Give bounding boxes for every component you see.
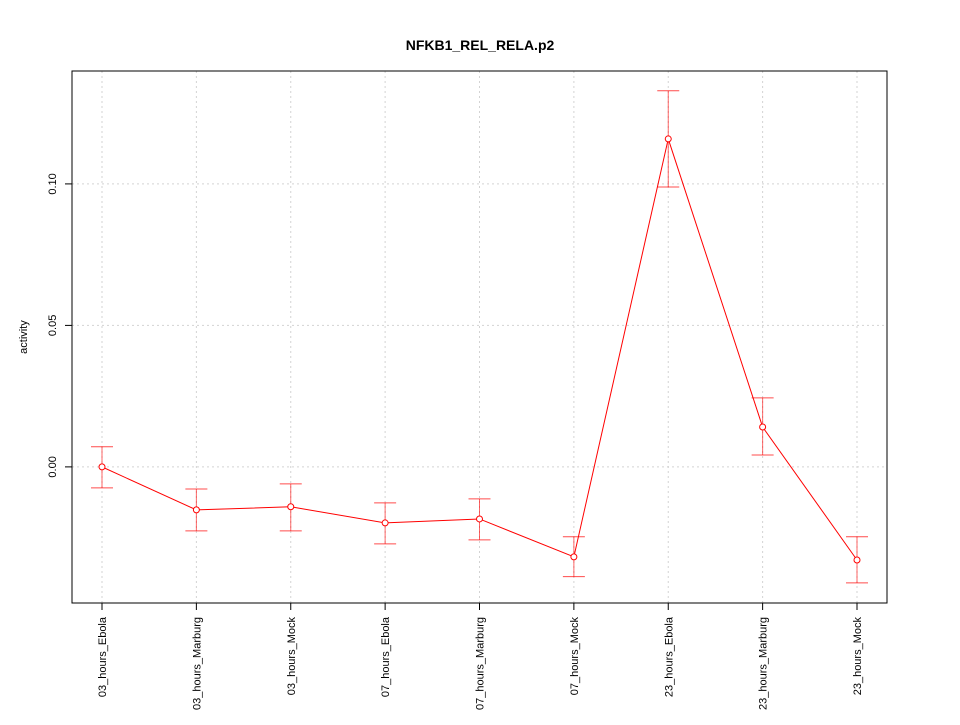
data-point [476, 515, 483, 523]
x-tick-label: 03_hours_Marburg [191, 617, 203, 710]
x-tick-label: 23_hours_Mock [852, 617, 864, 696]
chart-title: NFKB1_REL_RELA.p2 [406, 37, 555, 53]
grid [72, 71, 887, 603]
data-point [192, 506, 200, 514]
x-tick-label: 03_hours_Ebola [97, 616, 109, 697]
x-tick-label: 07_hours_Marburg [475, 617, 487, 710]
data-point [853, 556, 861, 564]
x-tick-label: 23_hours_Ebola [663, 616, 675, 697]
axes: 03_hours_Ebola 03_hours_Marburg 03_hours_M… [47, 173, 864, 710]
data-point [98, 463, 106, 471]
x-tick-label: 03_hours_Mock [286, 617, 298, 696]
marks [91, 90, 868, 584]
data-point [287, 503, 295, 511]
x-tick-label: 23_hours_Marburg [758, 617, 770, 710]
data-point [570, 553, 578, 561]
y-tick-label: 0.00 [47, 456, 59, 477]
data-point [381, 519, 389, 527]
x-tick-label: 07_hours_Ebola [380, 616, 392, 697]
y-axis-label: activity [18, 320, 30, 354]
data-point [759, 423, 767, 431]
x-tick-label: 07_hours_Mock [569, 617, 581, 696]
data-point [664, 135, 672, 143]
y-tick-label: 0.05 [47, 315, 59, 336]
y-tick-label: 0.10 [47, 173, 59, 194]
